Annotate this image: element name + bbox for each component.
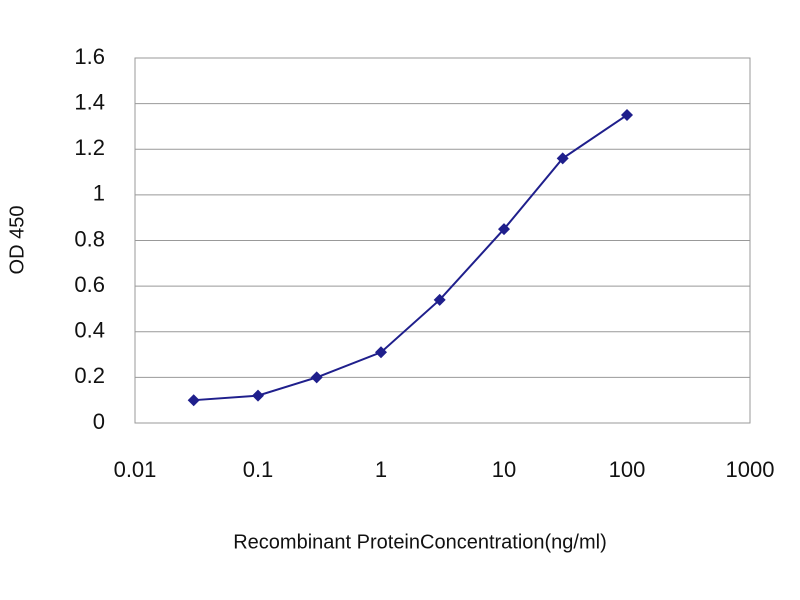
data-line [193,114,628,402]
data-point [498,223,510,236]
x-axis-label: Recombinant ProteinConcentration(ng/ml) [233,531,607,553]
x-tick-label: 0.1 [243,457,274,482]
y-tick-label: 0.6 [74,272,105,297]
x-tick-label: 1 [375,457,387,482]
y-axis-label: OD 450 [6,206,28,275]
data-point [310,371,323,384]
x-tick-label: 10 [492,457,516,482]
y-tick-label: 0 [93,409,105,434]
data-point [621,109,633,122]
y-tick-label: 0.4 [74,318,105,343]
x-tick-label: 1000 [726,457,775,482]
y-tick-label: 0.8 [74,226,105,251]
data-point [252,389,264,402]
data-point [433,293,446,306]
y-tick-label: 1.4 [74,89,105,114]
y-tick-label: 1.6 [74,44,105,69]
y-tick-label: 1.2 [74,135,105,160]
y-tick-label: 0.2 [74,363,105,388]
x-tick-label: 100 [609,457,646,482]
data-point [375,346,387,359]
y-tick-label: 1 [93,181,105,206]
x-tick-label: 0.01 [114,457,157,482]
data-point [187,394,200,407]
data-point [556,152,569,165]
